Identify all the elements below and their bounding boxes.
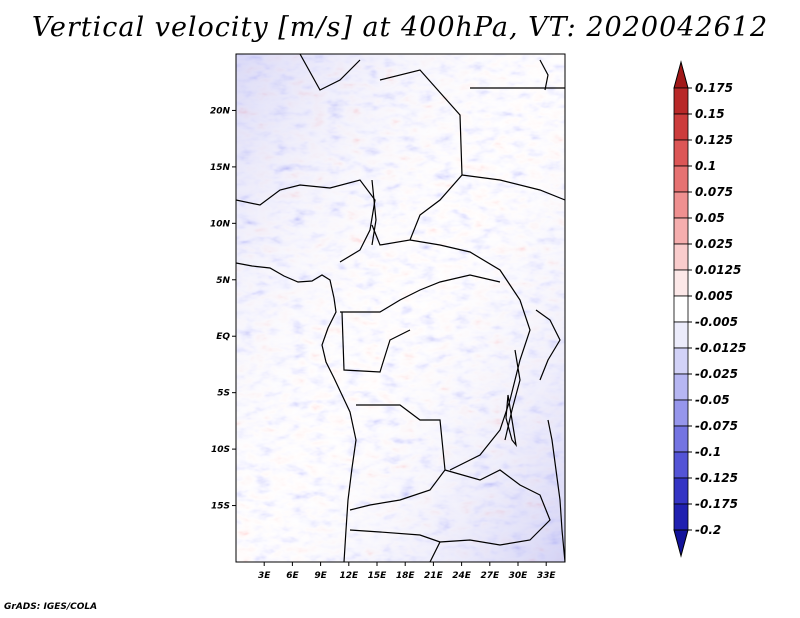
colorbar-swatch: [673, 165, 689, 193]
border-o: [539, 59, 549, 91]
x-tick-label: 33E: [537, 571, 557, 581]
colorbar-swatch: [673, 347, 689, 375]
coastline-east: [547, 419, 565, 562]
colorbar-label: 0.0125: [695, 263, 741, 277]
colorbar-label: -0.025: [695, 367, 738, 381]
border-b: [371, 69, 463, 246]
x-axis: 3E 6E 9E 12E 15E 18E 21E 24E 27E 30E 33E: [258, 562, 556, 581]
colorbar-swatch: [673, 425, 689, 453]
colorbar-label: -0.175: [695, 497, 738, 511]
colorbar-label: 0.05: [695, 211, 725, 225]
y-axis: 20N 15N 10N 5N EQ 5S 10S 15S: [210, 106, 236, 512]
colorbar-swatch: [673, 477, 689, 505]
x-tick-label: 12E: [339, 571, 359, 581]
colorbar-swatch: [673, 217, 689, 245]
y-tick-label: 15S: [211, 502, 230, 512]
colorbar-label: 0.1: [695, 159, 716, 173]
x-tick-label: 21E: [424, 571, 444, 581]
border-h: [341, 311, 411, 373]
colorbar-label: -0.075: [695, 419, 738, 433]
colorbar-label: 0.175: [695, 81, 733, 95]
border-a: [236, 179, 376, 263]
credit-label: GrADS: IGES/COLA: [4, 602, 98, 612]
border-g: [340, 274, 501, 313]
colorbar-label: -0.05: [695, 393, 730, 407]
x-tick-label: 3E: [258, 571, 271, 581]
colorbar-label: 0.075: [695, 185, 733, 199]
colorbar-swatch: [673, 269, 689, 297]
colorbar-label: -0.1: [695, 445, 721, 459]
lake-outline: [505, 394, 517, 448]
y-tick-label: 10N: [210, 219, 231, 229]
colorbar-swatch: [673, 139, 689, 167]
colorbar-swatch: [673, 295, 689, 323]
border-m: [535, 309, 561, 381]
colorbar-arrow-bottom: [673, 529, 689, 558]
colorbar-arrow-top: [673, 60, 689, 89]
border-c: [299, 54, 361, 91]
colorbar-label: -0.005: [695, 315, 738, 329]
map-boundaries: [236, 54, 565, 562]
border-n: [371, 179, 377, 246]
colorbar: 0.175 0.15 0.125 0.1 0.075 0.05 0.025 0.0125 0.0…: [673, 60, 746, 558]
chart-title: Vertical velocity [m/s] at 400hPa, VT: 2…: [31, 12, 769, 43]
colorbar-swatch: [673, 113, 689, 141]
colorbar-label: 0.15: [695, 107, 725, 121]
plot-area: [236, 54, 565, 562]
y-tick-label: EQ: [216, 332, 230, 342]
colorbar-label: 0.125: [695, 133, 733, 147]
y-tick-label: 10S: [211, 445, 230, 455]
colorbar-label: -0.2: [695, 523, 721, 537]
y-tick-label: 5N: [216, 276, 230, 286]
colorbar-swatch: [673, 451, 689, 479]
colorbar-label: -0.0125: [695, 341, 746, 355]
colorbar-swatch: [673, 503, 689, 531]
colorbar-swatch: [673, 373, 689, 401]
border-d: [461, 174, 565, 201]
border-k: [349, 529, 441, 543]
plot-frame: [235, 53, 566, 563]
border-e: [409, 239, 531, 471]
x-tick-label: 6E: [286, 571, 299, 581]
y-tick-label: 15N: [210, 163, 231, 173]
colorbar-label: 0.005: [695, 289, 733, 303]
colorbar-swatch: [673, 399, 689, 427]
coastline-west: [236, 262, 357, 562]
colorbar-swatch: [673, 191, 689, 219]
y-tick-label: 20N: [210, 106, 231, 116]
x-tick-label: 30E: [509, 571, 529, 581]
x-tick-label: 27E: [480, 571, 500, 581]
x-tick-label: 9E: [314, 571, 327, 581]
colorbar-label: 0.025: [695, 237, 733, 251]
border-j: [429, 469, 551, 562]
colorbar-swatch: [673, 243, 689, 271]
colorbar-label: -0.125: [695, 471, 738, 485]
colorbar-swatch: [673, 87, 689, 115]
field-shading: [236, 54, 565, 562]
x-tick-label: 15E: [368, 571, 388, 581]
x-tick-label: 24E: [452, 571, 472, 581]
colorbar-swatch: [673, 321, 689, 349]
x-tick-label: 18E: [396, 571, 416, 581]
y-tick-label: 5S: [217, 389, 230, 399]
